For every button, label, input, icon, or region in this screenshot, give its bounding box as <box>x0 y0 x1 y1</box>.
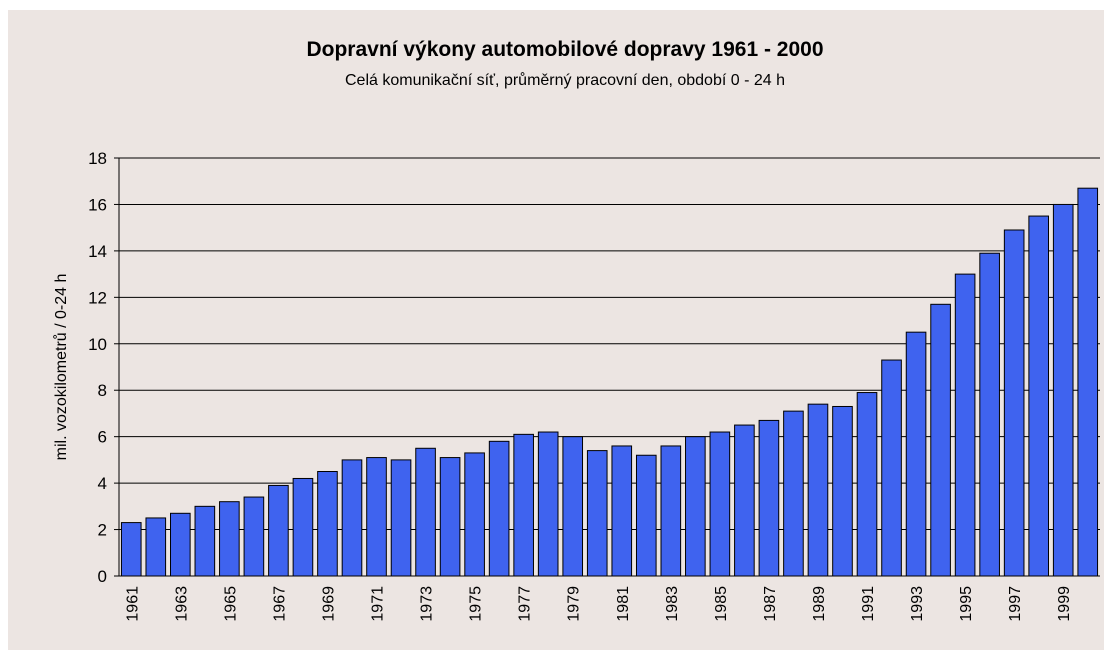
bar <box>341 459 363 577</box>
x-tick-label: 1971 <box>370 586 387 622</box>
bar <box>832 405 853 577</box>
bar <box>464 452 485 577</box>
bar <box>685 436 706 577</box>
bar <box>292 477 314 577</box>
bar <box>439 457 461 577</box>
bar <box>366 457 387 577</box>
bar <box>905 331 927 577</box>
bar <box>1052 203 1074 577</box>
x-tick-label: 1975 <box>468 586 485 622</box>
x-tick-label: 1967 <box>271 586 288 622</box>
x-tick-label: 1983 <box>664 586 681 622</box>
bar <box>881 359 902 577</box>
x-tick-label: 1977 <box>517 586 534 622</box>
y-tick-label: 0 <box>98 567 107 586</box>
y-tick-label: 14 <box>88 242 107 261</box>
bar <box>758 419 780 577</box>
x-tick-label: 1961 <box>124 586 141 622</box>
x-tick-label: 1985 <box>713 586 730 622</box>
x-tick-label: 1969 <box>320 586 337 622</box>
y-tick-label: 2 <box>98 521 107 540</box>
bar <box>219 501 240 577</box>
x-tick-label: 1997 <box>1007 586 1024 622</box>
x-tick-label: 1989 <box>811 586 828 622</box>
bar <box>1077 187 1099 577</box>
y-axis-label: mil. vozokilometrů / 0-24 h <box>52 274 70 461</box>
y-tick-label: 8 <box>98 381 107 400</box>
bar <box>734 424 755 577</box>
y-tick-label: 12 <box>88 288 107 307</box>
bar <box>145 517 167 577</box>
x-tick-label: 1993 <box>909 586 926 622</box>
x-tick-label: 1991 <box>860 586 877 622</box>
bar <box>709 431 731 577</box>
bar <box>1003 229 1025 577</box>
y-tick-label: 16 <box>88 195 107 214</box>
x-tick-label: 1963 <box>173 586 190 622</box>
y-tick-label: 10 <box>88 335 107 354</box>
y-tick-label: 18 <box>88 149 107 168</box>
chart-subtitle: Celá komunikační síť, průměrný pracovní … <box>345 71 785 89</box>
bar <box>317 471 338 577</box>
bar <box>243 496 265 577</box>
x-tick-label: 1987 <box>762 586 779 622</box>
bar <box>268 484 289 577</box>
bar <box>390 459 412 577</box>
x-tick-label: 1995 <box>958 586 975 622</box>
bar <box>488 440 510 577</box>
y-tick-label: 4 <box>98 474 107 493</box>
bar <box>586 450 608 577</box>
bar <box>660 445 682 577</box>
bar <box>954 273 976 577</box>
x-tick-label: 1979 <box>566 586 583 622</box>
x-tick-label: 1965 <box>222 586 239 622</box>
bar <box>930 303 951 577</box>
bar <box>611 445 633 577</box>
bar <box>120 522 142 577</box>
bar <box>513 433 534 577</box>
bar <box>562 436 584 577</box>
bar <box>783 410 804 577</box>
x-tick-label: 1999 <box>1056 586 1073 622</box>
bar <box>635 454 657 577</box>
bar <box>807 403 829 577</box>
bar <box>856 392 878 577</box>
x-tick-label: 1981 <box>615 586 632 622</box>
bar <box>170 512 191 577</box>
bar <box>415 447 436 577</box>
bar <box>537 431 559 577</box>
y-tick-label: 6 <box>98 428 107 447</box>
x-tick-label: 1973 <box>419 586 436 622</box>
chart-title: Dopravní výkony automobilové dopravy 196… <box>306 38 823 61</box>
bar <box>979 252 1000 577</box>
bar <box>1028 215 1049 577</box>
bar <box>194 505 216 577</box>
